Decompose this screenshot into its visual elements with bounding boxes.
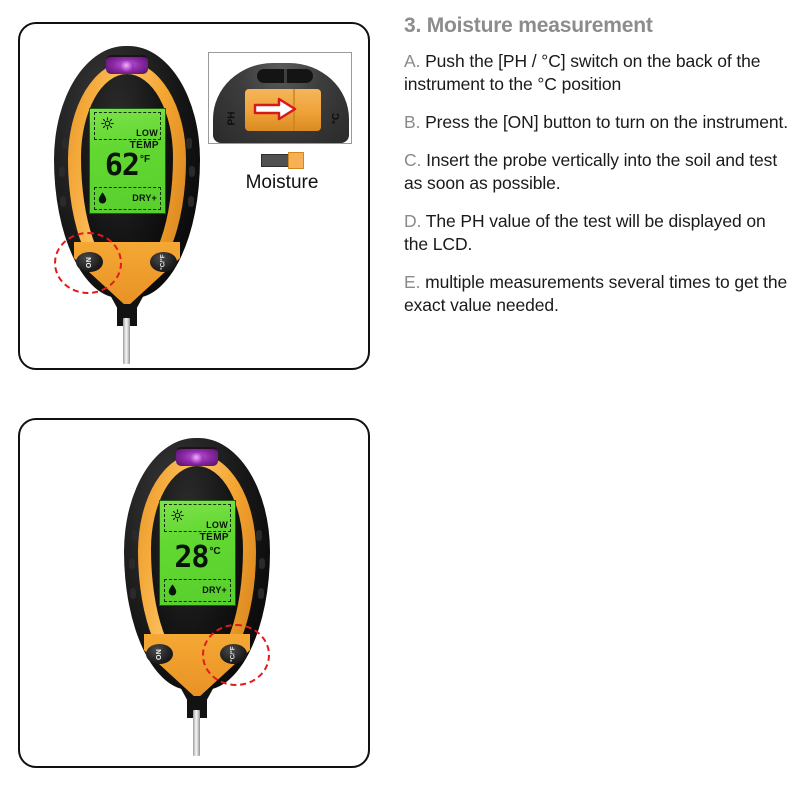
soil-meter-device: LOW TEMP 28 °C DRY+ [124,438,270,758]
side-ridge [59,166,65,177]
step-lead: A. [404,51,421,71]
instrument-back-shell: PH °C [213,63,349,143]
step-text: Insert the probe vertically into the soi… [404,150,778,193]
step-text: Push the [PH / °C] switch on the back of… [404,51,761,94]
metal-probe [123,318,130,364]
lcd-reading: 62 °F [94,148,161,184]
lcd-moisture-section: DRY+ [94,186,161,210]
side-ridge [259,558,265,569]
water-drop-icon [98,192,107,204]
section-temperature-measurement: LOW TEMP 28 °C DRY+ [0,402,800,800]
side-ridge [60,196,66,207]
lcd-display: LOW TEMP 28 °C DRY+ [159,500,236,606]
sun-icon [101,117,114,130]
step-lead: C. [404,150,422,170]
light-sensor-icon [106,55,148,74]
lcd-moisture-level: DRY+ [202,585,227,596]
lcd-temperature-unit: °F [140,154,151,166]
moisture-heading: 3. Moisture measurement [404,14,653,37]
lcd-temperature-value: 62 [104,148,140,184]
side-ridge [130,588,136,599]
soil-meter-device: LOW TEMP 62 °F DRY+ [54,46,200,366]
moisture-step-a: A. Push the [PH / °C] switch on the back… [404,50,794,96]
step-lead: E. [404,272,421,292]
highlight-circle-cf-button [202,624,270,686]
lcd-temperature-value: 28 [174,540,209,576]
lcd-light-level: LOW [136,128,158,139]
side-ridge [189,166,195,177]
switch-label-ph: PH [226,111,238,126]
step-text: multiple measurements several times to g… [404,272,788,315]
lcd-light-section: LOW [164,504,231,533]
side-ridge [256,530,262,541]
lcd-temp-label: TEMP [129,140,159,152]
lcd-display: LOW TEMP 62 °F DRY+ [89,108,166,214]
step-text: The PH value of the test will be display… [404,211,766,254]
step-text: Press the [ON] button to turn on the ins… [420,112,788,132]
right-arrow-icon [253,97,297,121]
moisture-step-e: E. multiple measurements several times t… [404,271,794,317]
on-button[interactable]: ON [146,644,173,664]
on-button-label: ON [156,648,163,660]
side-ridge [186,138,192,149]
lcd-moisture-section: DRY+ [164,578,231,602]
switch-dark-bar [260,154,289,167]
side-ridge [129,558,135,569]
lcd-temp-label: TEMP [199,532,229,544]
lcd-moisture-level: DRY+ [132,193,157,204]
sun-icon [171,509,184,522]
back-vent-slot [257,69,313,83]
switch-orange-box [287,152,304,169]
temperature-illustration-panel: LOW TEMP 28 °C DRY+ [18,418,370,768]
lcd-temperature-section: TEMP 62 °F [94,140,161,187]
highlight-circle-on-button [54,232,122,294]
lcd-temperature-section: TEMP 28 °C [164,532,231,579]
moisture-legend-label: Moisture [245,172,319,193]
moisture-step-b: B. Press the [ON] button to turn on the … [404,111,794,134]
side-ridge [62,138,68,149]
lcd-reading: 28 °C [164,540,231,576]
light-sensor-icon [176,447,218,466]
moisture-illustration-panel: LOW TEMP 62 °F DRY+ [18,22,370,370]
lcd-temperature-unit: °C [209,546,221,558]
water-drop-icon [168,584,177,596]
section-moisture-measurement: LOW TEMP 62 °F DRY+ [18,14,794,370]
step-lead: D. [404,211,422,231]
step-lead: B. [404,112,421,132]
switch-label-celsius: °C [331,112,343,125]
moisture-legend: Moisture [220,152,344,194]
moisture-text-column: 3. Moisture measurement A. Push the [PH … [404,14,794,332]
side-ridge [258,588,264,599]
celsius-fahrenheit-button-label: °C/°F [160,254,167,270]
switch-closeup-inset: PH °C [208,52,352,144]
lcd-light-section: LOW [94,112,161,141]
moisture-step-d: D. The PH value of the test will be disp… [404,210,794,256]
side-ridge [132,530,138,541]
lcd-light-level: LOW [206,520,228,531]
celsius-fahrenheit-button[interactable]: °C/°F [150,252,177,272]
side-ridge [188,196,194,207]
metal-probe [193,710,200,756]
moisture-switch-icon [260,152,304,169]
moisture-step-c: C. Insert the probe vertically into the … [404,149,794,195]
